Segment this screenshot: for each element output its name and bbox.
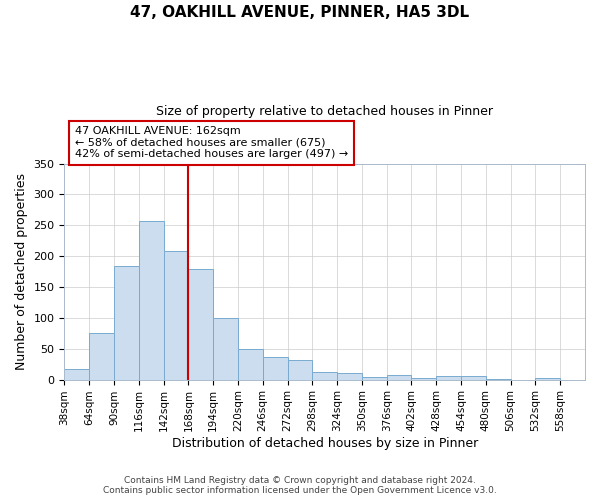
Bar (337, 374, 362, 380)
Text: 47, OAKHILL AVENUE, PINNER, HA5 3DL: 47, OAKHILL AVENUE, PINNER, HA5 3DL (130, 5, 470, 20)
X-axis label: Distribution of detached houses by size in Pinner: Distribution of detached houses by size … (172, 437, 478, 450)
Bar (461, 376, 486, 380)
Text: 47 OAKHILL AVENUE: 162sqm
← 58% of detached houses are smaller (675)
42% of semi: 47 OAKHILL AVENUE: 162sqm ← 58% of detac… (75, 126, 348, 160)
Bar (436, 376, 461, 380)
Bar (362, 376, 386, 380)
Bar (263, 358, 287, 380)
Bar (313, 372, 337, 380)
Y-axis label: Number of detached properties: Number of detached properties (15, 173, 28, 370)
Bar (188, 269, 213, 380)
Bar (287, 360, 313, 380)
Bar (213, 318, 238, 380)
Bar (114, 266, 139, 380)
Bar (535, 378, 560, 380)
Bar (164, 251, 188, 380)
Bar (89, 332, 114, 380)
Title: Size of property relative to detached houses in Pinner: Size of property relative to detached ho… (156, 105, 493, 118)
Bar (139, 221, 164, 380)
Bar (386, 376, 412, 380)
Bar (486, 379, 511, 380)
Text: Contains HM Land Registry data © Crown copyright and database right 2024.
Contai: Contains HM Land Registry data © Crown c… (103, 476, 497, 495)
Bar (238, 348, 263, 380)
Bar (412, 378, 436, 380)
Bar (64, 369, 89, 380)
